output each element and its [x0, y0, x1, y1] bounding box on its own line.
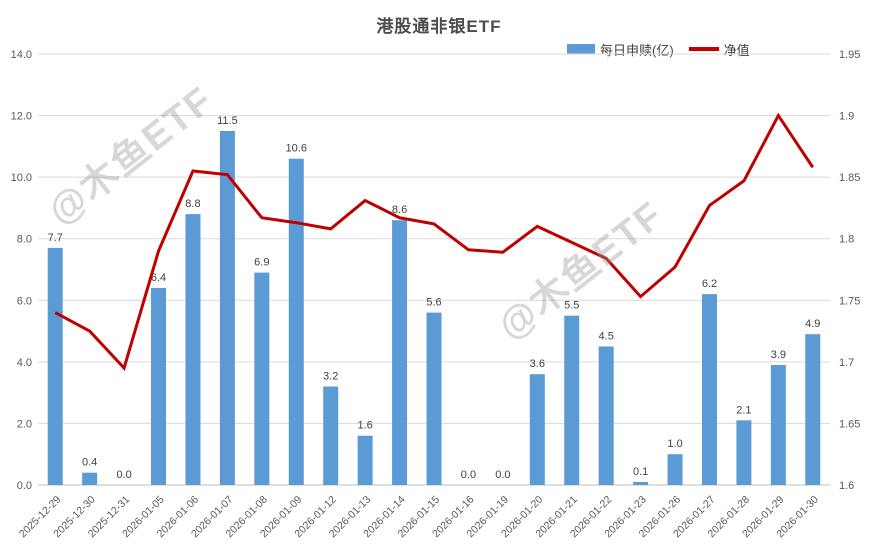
bar-value-label: 0.0: [461, 469, 476, 481]
bar: [667, 454, 683, 485]
bar-value-label: 8.8: [185, 198, 200, 210]
bar-value-label: 4.5: [599, 330, 614, 342]
bar: [598, 346, 614, 485]
bar-value-label: 11.5: [217, 115, 238, 127]
bar: [219, 130, 235, 485]
bar: [82, 472, 98, 485]
bar-value-label: 3.9: [771, 349, 786, 361]
bar: [529, 374, 545, 485]
left-axis-tick-label: 0.0: [17, 480, 32, 492]
right-axis-tick-label: 1.7: [839, 357, 854, 369]
bar-value-label: 10.6: [286, 143, 307, 155]
left-axis-tick-label: 2.0: [17, 418, 32, 430]
bar: [47, 247, 63, 485]
bar: [633, 481, 649, 485]
bar: [151, 287, 167, 485]
bar: [564, 315, 580, 485]
bar-value-label: 3.6: [530, 358, 545, 370]
left-axis-tick-label: 8.0: [17, 234, 32, 246]
bar-value-label: 2.1: [736, 404, 751, 416]
right-axis-tick-label: 1.85: [839, 172, 860, 184]
bar-value-label: 5.5: [564, 300, 579, 312]
bar-value-label: 5.6: [426, 297, 441, 309]
bar-value-label: 0.0: [116, 469, 131, 481]
bar-value-label: 6.2: [702, 278, 717, 290]
left-axis-tick-label: 4.0: [17, 357, 32, 369]
bar-series-swatch-icon: [567, 44, 595, 54]
bar-value-label: 1.6: [357, 420, 372, 432]
bar: [426, 312, 442, 485]
bar-value-label: 6.4: [151, 272, 166, 284]
right-axis-tick-label: 1.95: [839, 49, 860, 61]
bar-value-label: 8.6: [392, 204, 407, 216]
bar: [736, 420, 752, 485]
bar-value-label: 0.4: [82, 457, 97, 469]
bar: [185, 214, 201, 486]
right-axis-tick-label: 1.65: [839, 418, 860, 430]
bar-value-label: 4.9: [805, 318, 820, 330]
bar: [323, 386, 339, 485]
bar-value-label: 3.2: [323, 370, 338, 382]
line-series-swatch-icon: [688, 47, 719, 51]
bar: [254, 272, 270, 485]
bar: [357, 435, 373, 485]
left-axis-tick-label: 6.0: [17, 295, 32, 307]
bar: [392, 220, 408, 485]
bar-value-label: 1.0: [667, 438, 682, 450]
bar-value-label: 6.9: [254, 257, 269, 269]
left-axis-tick-label: 10.0: [11, 172, 32, 184]
right-axis-tick-label: 1.6: [839, 480, 854, 492]
bar: [288, 158, 304, 485]
right-axis-tick-label: 1.8: [839, 234, 854, 246]
left-axis-tick-label: 14.0: [11, 49, 32, 61]
right-axis-tick-label: 1.75: [839, 295, 860, 307]
bar-value-label: 0.1: [633, 466, 648, 478]
chart-title: 港股通非银ETF: [376, 17, 502, 36]
bar: [805, 334, 821, 485]
bar: [701, 294, 717, 485]
bar-value-label: 7.7: [48, 232, 63, 244]
nav-line: [54, 112, 815, 371]
left-axis-tick-label: 12.0: [11, 111, 32, 123]
bar: [770, 364, 786, 485]
bar-value-label: 0.0: [495, 469, 510, 481]
right-axis-tick-label: 1.9: [839, 111, 854, 123]
